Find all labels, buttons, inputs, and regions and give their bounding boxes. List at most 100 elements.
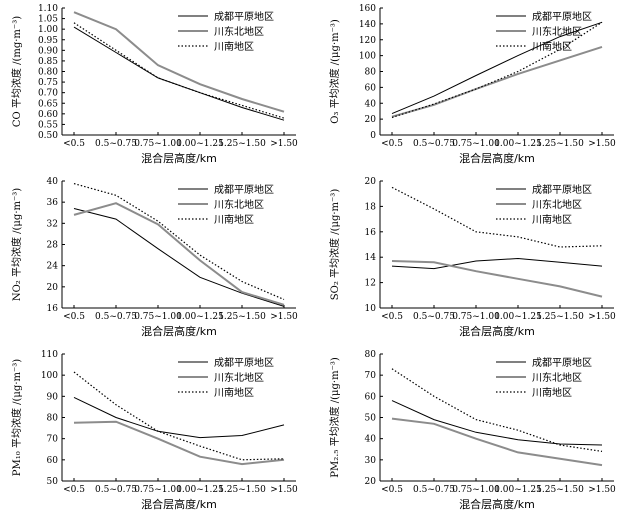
y-tick-label: 0.85 xyxy=(38,57,58,67)
y-tick-label: 24 xyxy=(47,262,59,272)
legend-label: 川东北地区 xyxy=(532,198,582,211)
y-tick-label: 0.70 xyxy=(38,89,58,99)
y-tick-label: 1.00 xyxy=(38,25,58,35)
y-tick-label: 0 xyxy=(370,131,376,141)
x-tick-label: 0.75~1.00 xyxy=(452,139,500,149)
x-tick-label: 1.00~1.25 xyxy=(494,485,542,495)
y-tick-label: 0.55 xyxy=(38,120,58,130)
pm10-chart-panel: 50 60 70 80 90 100 110 <0.5 0.5~0.75 0.75~1.00 1.0… xyxy=(0,346,318,519)
x-tick-label: <0.5 xyxy=(381,485,403,495)
x-tick-label: 1.00~1.25 xyxy=(494,139,542,149)
x-tick-label: 1.25~1.50 xyxy=(536,485,584,495)
y-tick-label: 32 xyxy=(47,219,58,229)
series-line-black xyxy=(391,21,603,115)
series-line-gray xyxy=(391,45,603,118)
x-tick-label: 0.5~0.75 xyxy=(413,312,455,322)
y-tick-label: 0.60 xyxy=(38,110,58,120)
x-tick-label: 0.5~0.75 xyxy=(95,312,137,322)
series-line-black xyxy=(73,208,285,307)
y-tick-label: 80 xyxy=(365,68,377,78)
x-tick-label: <0.5 xyxy=(63,485,85,495)
legend-label: 成都平原地区 xyxy=(532,356,592,369)
legend-label: 川南地区 xyxy=(214,386,254,399)
x-tick-label: <0.5 xyxy=(381,139,403,149)
legend-label: 成都平原地区 xyxy=(214,356,274,369)
y-tick-label: 12 xyxy=(365,279,376,289)
y-tick-label: 28 xyxy=(47,241,59,251)
y-tick-label: 100 xyxy=(41,371,58,381)
y-tick-label: 10 xyxy=(365,304,377,314)
y-tick-label: 160 xyxy=(359,4,376,14)
x-tick-label: 0.5~0.75 xyxy=(95,139,137,149)
y-tick-label: 0.65 xyxy=(38,99,58,109)
chart-svg: 0.500.550.600.650.700.750.800.850.900.95… xyxy=(10,4,298,165)
y-tick-label: 80 xyxy=(365,350,377,360)
y-axis-title: CO 平均浓度 /(mg·m⁻³) xyxy=(10,16,23,127)
y-tick-label: 1.05 xyxy=(38,15,58,25)
y-tick-label: 0.90 xyxy=(38,46,58,56)
y-tick-label: 110 xyxy=(41,350,58,360)
x-tick-label: 1.25~1.50 xyxy=(218,485,266,495)
y-tick-label: 18 xyxy=(365,202,377,212)
x-tick-label: 1.00~1.25 xyxy=(176,312,224,322)
y-tick-label: 0.75 xyxy=(38,78,58,88)
y-tick-label: 20 xyxy=(365,177,377,187)
y-tick-label: 40 xyxy=(47,177,59,187)
chart-svg: 16 20 24 28 32 36 40 <0.5 0.5~0.750.75~1.001.00~… xyxy=(10,177,298,338)
legend-label: 川南地区 xyxy=(532,386,572,399)
legend-label: 川东北地区 xyxy=(214,198,264,211)
y-tick-label: 50 xyxy=(365,414,377,424)
no2-chart-panel: 16 20 24 28 32 36 40 <0.5 0.5~0.75 0.75~1.00 1.00~… xyxy=(0,173,318,346)
series-line-gray xyxy=(73,420,285,466)
series-line-gray xyxy=(73,11,285,113)
y-tick-label: 40 xyxy=(365,435,377,445)
x-tick-label: 0.75~1.00 xyxy=(134,139,182,149)
legend-label: 川东北地区 xyxy=(532,25,582,38)
x-axis-title: 混合层高度/km xyxy=(141,324,217,338)
series-line-dotted xyxy=(391,21,603,119)
series-line-dotted xyxy=(391,368,603,452)
chart-svg: 50 60 70 80 90 100 110 <0.5 0.5~0.750.75~1.001.0… xyxy=(10,350,298,511)
x-tick-label: <0.5 xyxy=(63,139,85,149)
legend-label: 川南地区 xyxy=(214,40,254,53)
pm25-chart-panel: 20 30 40 50 60 70 80 <0.5 0.5~0.75 0.75~1.00 1.00~… xyxy=(318,346,636,519)
x-tick-label: 1.00~1.25 xyxy=(176,139,224,149)
legend-label: 川东北地区 xyxy=(214,371,264,384)
legend-label: 成都平原地区 xyxy=(214,183,274,196)
y-axis-title: SO₂ 平均浓度 /(μg·m⁻³) xyxy=(328,189,341,301)
y-tick-label: 80 xyxy=(47,414,59,424)
chart-svg: 0 20 40 60 80 100 120 140 160 <0.5 0.5~0.750.75~1.… xyxy=(328,4,616,165)
series-line-gray xyxy=(391,260,603,298)
y-tick-label: 60 xyxy=(365,83,377,93)
legend-label: 成都平原地区 xyxy=(532,183,592,196)
so2-chart-panel: 10 12 14 16 18 20 <0.5 0.5~0.75 0.75~1.00 1.00~1.… xyxy=(318,173,636,346)
series-line-black xyxy=(391,257,603,270)
x-tick-label: >1.50 xyxy=(270,485,298,495)
x-tick-label: 1.00~1.25 xyxy=(176,485,224,495)
x-tick-label: 0.75~1.00 xyxy=(134,312,182,322)
series-line-gray xyxy=(391,417,603,467)
chart-svg: 20 30 40 50 60 70 80 <0.5 0.5~0.750.75~1.001.00~… xyxy=(328,350,616,511)
y-tick-label: 0.80 xyxy=(38,68,58,78)
legend-label: 成都平原地区 xyxy=(214,10,274,23)
y-tick-label: 70 xyxy=(365,371,377,381)
x-tick-label: <0.5 xyxy=(381,312,403,322)
y-tick-label: 120 xyxy=(359,36,376,46)
x-tick-label: 0.5~0.75 xyxy=(413,485,455,495)
series-line-black xyxy=(391,400,603,446)
y-tick-label: 30 xyxy=(365,456,377,466)
x-axis-title: 混合层高度/km xyxy=(459,324,535,338)
y-tick-label: 0.95 xyxy=(38,36,58,46)
x-tick-label: 1.00~1.25 xyxy=(494,312,542,322)
series-line-dotted xyxy=(73,183,285,301)
x-tick-label: 1.25~1.50 xyxy=(536,139,584,149)
legend-label: 川南地区 xyxy=(532,213,572,226)
x-axis-title: 混合层高度/km xyxy=(459,151,535,165)
legend-label: 川东北地区 xyxy=(532,371,582,384)
x-tick-label: 0.5~0.75 xyxy=(95,485,137,495)
x-tick-label: >1.50 xyxy=(270,139,298,149)
